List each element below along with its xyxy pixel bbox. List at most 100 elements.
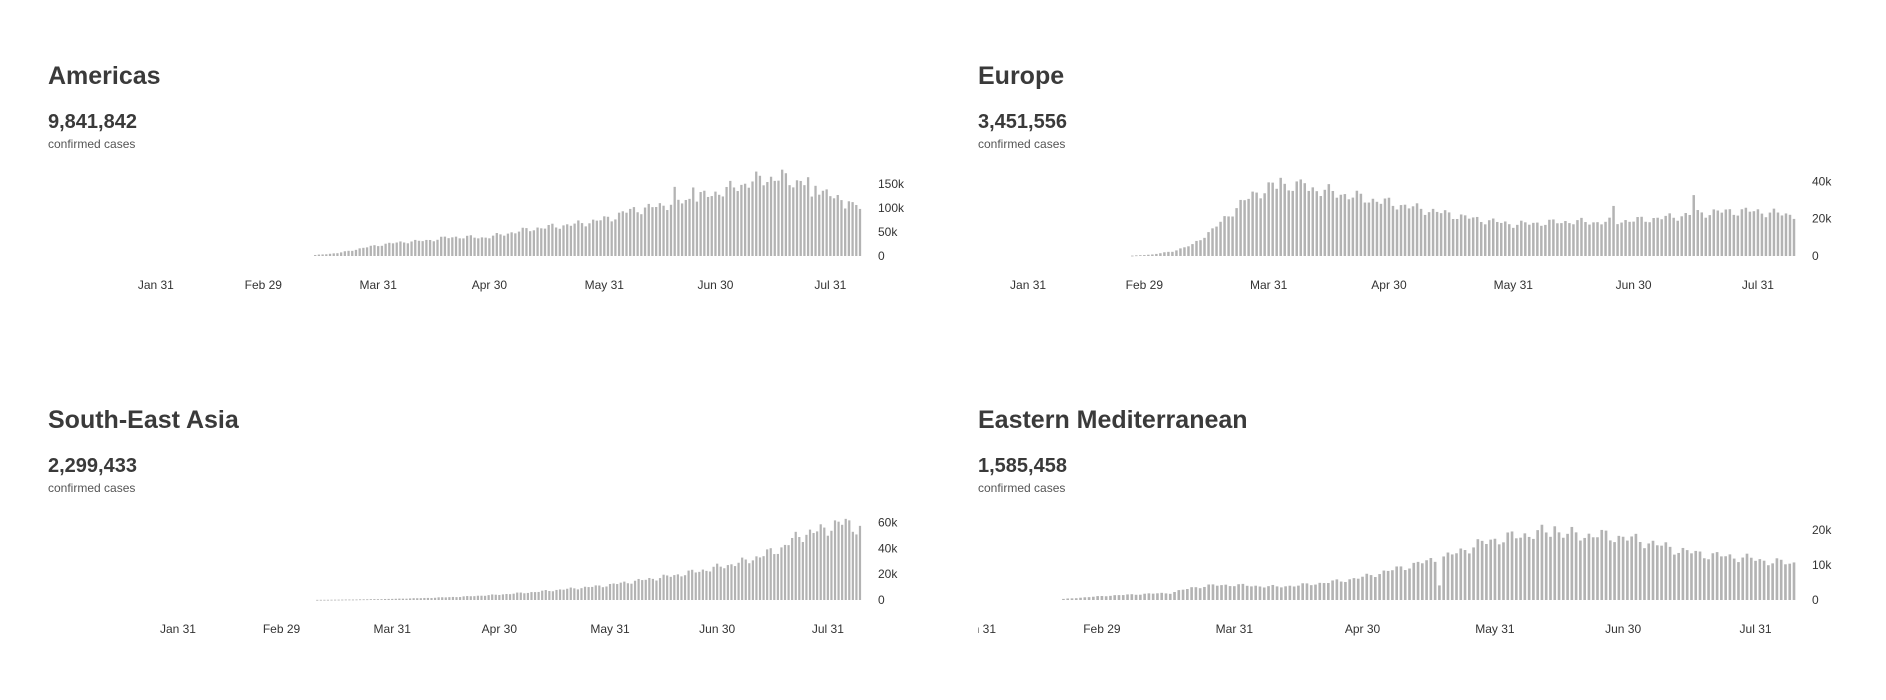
bar [1767,565,1770,600]
bar [380,599,383,600]
bar [536,227,539,256]
bar [1070,598,1074,600]
bar [317,254,321,256]
x-tick-label: Apr 30 [1371,278,1407,292]
bar [591,586,594,600]
bar [462,238,465,256]
bar [614,219,617,256]
x-tick-label: Apr 30 [472,278,508,292]
bar [1579,540,1582,600]
bar [1367,202,1371,256]
bar [488,238,491,256]
bar [491,594,494,600]
bar [451,237,454,256]
bar [1608,540,1612,600]
bar [1681,547,1685,600]
bar [519,592,522,600]
bar [1557,532,1561,600]
bar [1732,214,1736,256]
bar [1219,221,1222,256]
bar [1365,573,1369,600]
bar [1532,222,1535,256]
bar [740,184,743,256]
bar [577,220,580,256]
bar [1508,224,1511,256]
bar [576,589,580,600]
bar [1779,559,1783,600]
bar [1251,191,1254,256]
bar [1754,560,1757,600]
bar [566,224,569,256]
bar [812,532,815,600]
bar [543,228,547,256]
bar [683,575,687,600]
bar [408,598,412,600]
bar [603,216,606,256]
bar [487,595,490,600]
bar [401,598,405,600]
bar [1620,222,1623,256]
bar [380,245,384,256]
bar [1483,224,1487,256]
bar [1113,595,1117,600]
bar [677,199,680,256]
bar-series [1062,524,1796,600]
bar [1485,543,1488,600]
bar [1668,213,1671,256]
bar [494,594,497,600]
bar [629,208,632,256]
bar [426,597,430,600]
bar [1660,219,1663,256]
bar [1191,244,1194,256]
bar [462,596,465,600]
bar [355,599,358,601]
bar [814,185,817,256]
bar [695,201,699,256]
bar [1395,209,1399,256]
bar [1613,542,1616,600]
bar [1788,563,1792,600]
bar [801,542,804,600]
bar [1694,550,1698,600]
bar [341,599,344,601]
bar [1087,597,1091,600]
bar [1382,570,1386,600]
bar [499,234,502,256]
bar [1712,209,1716,256]
x-tick-label: Jan 31 [978,622,996,636]
bar [762,185,765,256]
bar [1638,542,1642,600]
bar [710,196,713,256]
bar [776,553,779,600]
bar [1621,536,1625,600]
bar [858,525,862,600]
bar [1339,581,1343,600]
bar [1419,208,1423,256]
bar [732,187,736,256]
bar [569,225,573,256]
y-tick-label: 20k [1812,212,1832,226]
bar [630,583,633,600]
bar [1776,212,1780,256]
bar [1207,232,1210,256]
bar [514,233,517,256]
bar [1314,584,1317,600]
bar [1228,586,1232,600]
bar [648,578,651,600]
bar [423,597,426,600]
bar [321,254,324,256]
bar [333,599,337,601]
bar [741,557,744,600]
bar [1702,558,1706,600]
bar [758,557,762,600]
bar [1604,221,1607,256]
bar [729,180,732,256]
bar [1574,532,1578,600]
bar [821,190,825,256]
bar [1403,204,1407,256]
bar [726,565,729,600]
bar [626,583,629,600]
bar [1732,558,1736,600]
bar [362,247,365,256]
confirmed-cases-caption: confirmed cases [978,137,1066,151]
